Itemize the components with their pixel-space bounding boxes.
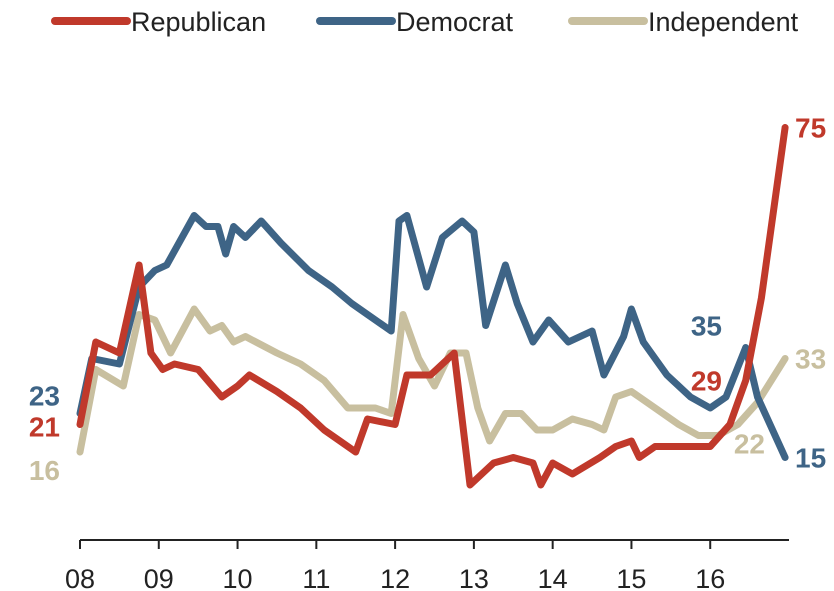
series-layer — [76, 124, 789, 489]
x-tick-label: 12 — [380, 564, 410, 591]
label-republican-end: 75 — [795, 113, 826, 144]
label-independent-2016: 22 — [734, 429, 765, 460]
legend-item-independent: Independent — [568, 7, 799, 37]
label-democrat-start: 23 — [29, 381, 60, 412]
x-tick-label: 10 — [223, 564, 253, 591]
legend-label: Independent — [648, 7, 799, 37]
label-democrat-end: 15 — [795, 443, 826, 474]
label-democrat-2016: 35 — [691, 311, 722, 342]
legend: Republican Democrat Independent — [51, 7, 799, 37]
x-tick-label: 11 — [302, 564, 330, 591]
x-tick-label: 15 — [616, 564, 646, 591]
legend-item-democrat: Democrat — [316, 7, 514, 37]
label-republican-2016: 29 — [691, 366, 722, 397]
series-line-democrat — [76, 212, 789, 461]
label-independent-start: 16 — [29, 455, 60, 486]
legend-item-republican: Republican — [51, 7, 266, 37]
x-axis: 08 09 10 11 12 13 14 15 16 — [65, 539, 789, 591]
series-line-independent — [76, 305, 789, 456]
x-tick-label: 13 — [459, 564, 489, 591]
legend-label: Republican — [131, 7, 266, 37]
legend-label: Democrat — [396, 7, 514, 37]
label-republican-start: 21 — [29, 412, 60, 443]
x-tick-label: 14 — [538, 564, 568, 591]
x-tick-label: 09 — [144, 564, 174, 591]
x-tick-label: 16 — [695, 564, 725, 591]
x-tick-label: 08 — [65, 564, 95, 591]
series-line-republican — [76, 124, 789, 489]
label-independent-end: 33 — [795, 344, 826, 375]
